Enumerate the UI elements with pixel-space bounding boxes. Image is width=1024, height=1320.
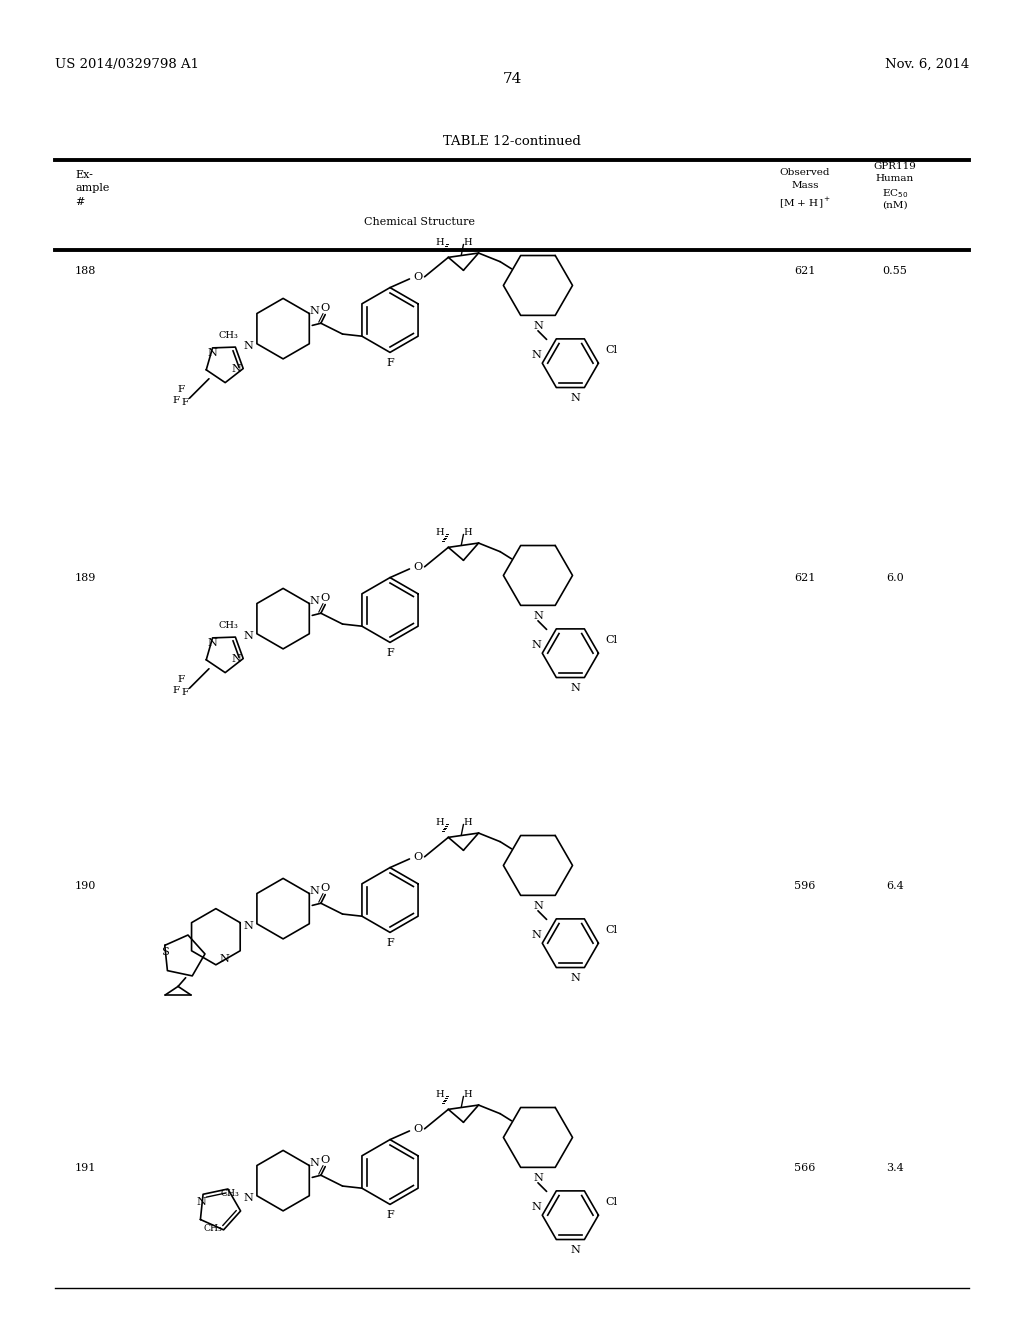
Text: N: N [219, 954, 229, 965]
Text: N: N [570, 973, 581, 983]
Text: Ex-: Ex- [75, 170, 93, 180]
Text: F: F [173, 396, 180, 405]
Text: Chemical Structure: Chemical Structure [365, 216, 475, 227]
Text: S: S [162, 946, 170, 957]
Text: Cl: Cl [605, 1197, 617, 1208]
Text: N: N [197, 1197, 207, 1208]
Text: N: N [231, 364, 241, 374]
Text: H: H [435, 528, 444, 537]
Text: N: N [570, 393, 581, 403]
Text: 3.4: 3.4 [886, 1163, 904, 1173]
Text: F: F [386, 939, 394, 948]
Text: F: F [181, 688, 188, 697]
Text: O: O [321, 593, 330, 603]
Text: GPR119: GPR119 [873, 162, 916, 172]
Text: #: # [75, 197, 84, 207]
Text: N: N [231, 653, 241, 664]
Text: N: N [531, 929, 542, 940]
Text: N: N [534, 1173, 543, 1184]
Text: N: N [534, 902, 543, 912]
Text: Nov. 6, 2014: Nov. 6, 2014 [885, 58, 969, 71]
Text: O: O [414, 1123, 423, 1134]
Text: N: N [534, 611, 543, 622]
Text: 621: 621 [795, 267, 816, 276]
Text: H: H [464, 528, 472, 537]
Text: CH₃: CH₃ [220, 1189, 240, 1199]
Text: Cl: Cl [605, 635, 617, 645]
Text: N: N [244, 341, 253, 351]
Text: H: H [435, 238, 444, 247]
Text: N: N [208, 348, 218, 359]
Text: N: N [531, 350, 542, 359]
Text: EC$_{50}$: EC$_{50}$ [882, 187, 908, 199]
Text: 596: 596 [795, 880, 816, 891]
Text: 6.0: 6.0 [886, 573, 904, 583]
Text: 74: 74 [503, 73, 521, 86]
Text: F: F [173, 686, 180, 694]
Text: Observed: Observed [779, 168, 830, 177]
Text: O: O [414, 562, 423, 572]
Text: N: N [309, 597, 319, 606]
Text: O: O [414, 272, 423, 281]
Text: F: F [177, 385, 184, 395]
Text: Cl: Cl [605, 925, 617, 936]
Text: F: F [386, 1210, 394, 1220]
Text: F: F [386, 358, 394, 368]
Text: Human: Human [876, 174, 914, 183]
Text: N: N [531, 1201, 542, 1212]
Text: H: H [464, 238, 472, 247]
Text: H: H [464, 817, 472, 826]
Text: Cl: Cl [605, 346, 617, 355]
Text: H: H [435, 817, 444, 826]
Text: ample: ample [75, 183, 110, 193]
Text: F: F [181, 399, 188, 407]
Text: N: N [309, 306, 319, 317]
Text: N: N [244, 631, 253, 642]
Text: CH₃: CH₃ [218, 620, 239, 630]
Text: N: N [208, 639, 218, 648]
Text: H: H [435, 1090, 444, 1098]
Text: 188: 188 [75, 267, 96, 276]
Text: [M + H]$^+$: [M + H]$^+$ [779, 195, 830, 210]
Text: 190: 190 [75, 880, 96, 891]
Text: H: H [464, 1090, 472, 1098]
Text: 189: 189 [75, 573, 96, 583]
Text: 191: 191 [75, 1163, 96, 1173]
Text: F: F [386, 648, 394, 659]
Text: N: N [244, 921, 253, 931]
Text: N: N [309, 1159, 319, 1168]
Text: F: F [177, 675, 184, 684]
Text: 0.55: 0.55 [883, 267, 907, 276]
Text: N: N [570, 1245, 581, 1255]
Text: N: N [570, 682, 581, 693]
Text: CH₃: CH₃ [203, 1224, 222, 1233]
Text: N: N [309, 886, 319, 896]
Text: Mass: Mass [792, 181, 819, 190]
Text: O: O [414, 851, 423, 862]
Text: O: O [321, 304, 330, 313]
Text: N: N [531, 640, 542, 649]
Text: O: O [321, 883, 330, 894]
Text: (nM): (nM) [883, 201, 908, 210]
Text: O: O [321, 1155, 330, 1166]
Text: N: N [534, 322, 543, 331]
Text: 566: 566 [795, 1163, 816, 1173]
Text: CH₃: CH₃ [218, 330, 239, 339]
Text: TABLE 12-continued: TABLE 12-continued [443, 135, 581, 148]
Text: US 2014/0329798 A1: US 2014/0329798 A1 [55, 58, 199, 71]
Text: 621: 621 [795, 573, 816, 583]
Text: N: N [244, 1193, 253, 1203]
Text: 6.4: 6.4 [886, 880, 904, 891]
